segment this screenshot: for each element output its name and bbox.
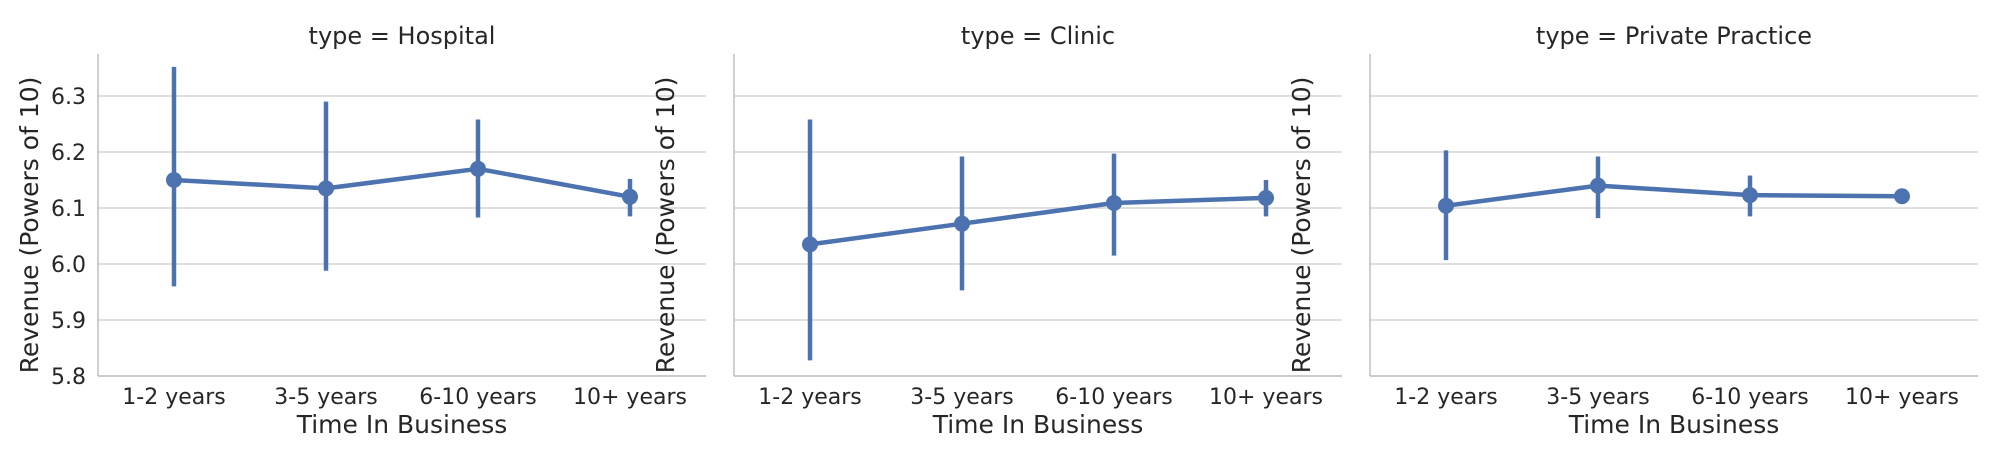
series-line — [809, 195, 1267, 247]
data-point — [1742, 187, 1758, 204]
y-tick-label: 6.3 — [51, 85, 86, 110]
x-tick-label: 6-10 years — [1055, 385, 1172, 410]
y-tick-label: 5.9 — [51, 309, 86, 334]
x-tick-label: 1-2 years — [1394, 385, 1497, 410]
x-tick-label: 10+ years — [1209, 385, 1323, 410]
x-tick-label: 6-10 years — [419, 385, 536, 410]
data-point — [1106, 194, 1122, 211]
data-point — [1894, 188, 1910, 205]
data-point — [954, 215, 970, 232]
y-tick-label: 6.2 — [51, 141, 86, 166]
y-tick-label: 5.8 — [51, 365, 86, 390]
data-point — [802, 236, 818, 253]
x-axis-label: Time In Business — [932, 410, 1144, 439]
data-point — [318, 180, 334, 197]
facet-title: type = Hospital — [309, 22, 496, 50]
x-axis-label: Time In Business — [1568, 410, 1780, 439]
data-point — [470, 160, 486, 177]
data-point — [622, 188, 638, 205]
facet-title: type = Private Practice — [1536, 22, 1812, 50]
x-tick-label: 1-2 years — [122, 385, 225, 410]
y-tick-label: 6.0 — [51, 253, 86, 278]
x-tick-label: 3-5 years — [1546, 385, 1649, 410]
x-tick-label: 6-10 years — [1691, 385, 1808, 410]
y-axis-label: Revenue (Powers of 10) — [1287, 77, 1316, 374]
data-point — [1590, 177, 1606, 194]
x-tick-label: 10+ years — [573, 385, 687, 410]
data-point — [166, 172, 182, 188]
x-axis-label: Time In Business — [296, 410, 508, 439]
x-tick-label: 10+ years — [1845, 385, 1959, 410]
x-tick-label: 3-5 years — [910, 385, 1013, 410]
y-tick-label: 6.1 — [51, 197, 86, 222]
y-axis-label: Revenue (Powers of 10) — [651, 77, 680, 374]
series-line — [173, 166, 631, 200]
facet-title: type = Clinic — [961, 22, 1115, 50]
x-tick-label: 1-2 years — [758, 385, 861, 410]
series-line — [1445, 183, 1903, 208]
data-point — [1438, 197, 1454, 214]
y-axis-label: Revenue (Powers of 10) — [15, 77, 44, 374]
data-point — [1258, 189, 1274, 206]
x-tick-label: 3-5 years — [274, 385, 377, 410]
